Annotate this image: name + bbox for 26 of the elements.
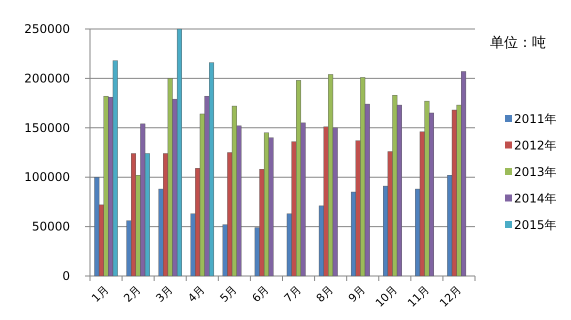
y-tick-label: 250000 [24, 22, 70, 36]
y-tick-label: 0 [62, 269, 70, 283]
x-tick-label: 7月 [282, 282, 304, 305]
y-tick-label: 100000 [24, 170, 70, 184]
x-tick-label: 5月 [218, 282, 240, 305]
y-tick-label: 150000 [24, 120, 70, 135]
bar [94, 177, 100, 276]
x-tick-label: 3月 [153, 282, 176, 305]
legend-label: 2011年 [514, 112, 557, 126]
x-tick-label: 6月 [250, 282, 272, 305]
y-tick-label: 50000 [32, 220, 70, 234]
x-tick-label: 12月 [437, 282, 464, 310]
bar [130, 153, 136, 276]
y-tick-label: 200000 [24, 71, 70, 86]
legend-label: 2012年 [514, 138, 557, 152]
x-tick-label: 4月 [185, 282, 208, 305]
x-tick-label: 1月 [89, 282, 112, 305]
legend-label: 2014年 [514, 192, 557, 206]
x-tick-label: 9月 [346, 282, 368, 305]
legend-label: 2015年 [514, 218, 557, 232]
x-tick-label: 8月 [314, 282, 336, 305]
x-tick-label: 2月 [121, 282, 144, 305]
text: 单位：吨 [490, 35, 546, 51]
x-tick-label: 10月 [373, 282, 400, 310]
x-tick-label: 11月 [405, 282, 432, 310]
legend-label: 2013年 [514, 165, 557, 179]
